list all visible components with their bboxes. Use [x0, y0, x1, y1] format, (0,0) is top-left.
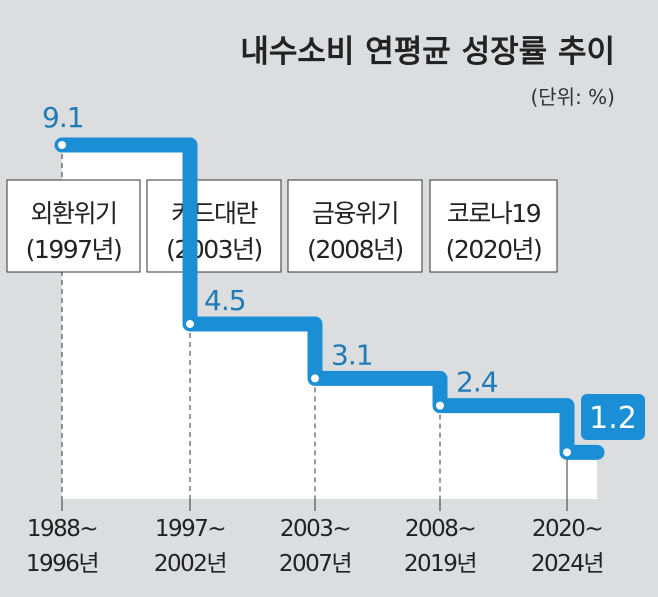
x-tick-label: 1988~: [27, 516, 97, 542]
event-name: 외환위기: [30, 199, 116, 228]
event-year: (2008년): [307, 235, 403, 264]
value-label: 2.4: [456, 366, 498, 399]
event-name: 코로나19: [447, 199, 541, 228]
x-tick-label: 2019년: [404, 551, 476, 577]
data-point: [56, 139, 68, 152]
event-box: [6, 179, 141, 273]
data-point: [184, 317, 196, 330]
event-year: (2003년): [166, 235, 262, 264]
x-tick-label: 2007년: [279, 551, 351, 577]
event-box: [429, 179, 558, 273]
x-tick-label: 2020~: [532, 516, 602, 542]
x-tick-label: 2003~: [280, 516, 350, 542]
step-line: [54, 137, 605, 460]
x-tick-label: 2024년: [531, 551, 603, 577]
x-tick-label: 2008~: [405, 516, 475, 542]
event-box: [287, 179, 423, 273]
x-tick-label: 1997~: [155, 516, 225, 542]
event-name: 금융위기: [312, 199, 398, 228]
event-box: [146, 179, 282, 273]
x-tick-label: 2002년: [154, 551, 226, 577]
event-year: (1997년): [26, 235, 122, 264]
value-label: 1.2: [589, 401, 637, 436]
chart-title: 내수소비 연평균 성장률 추이: [240, 34, 615, 70]
value-badge: [581, 394, 645, 440]
value-label: 4.5: [204, 284, 246, 317]
data-point: [434, 399, 446, 412]
x-tick-label: 1996년: [26, 551, 98, 577]
data-point: [561, 446, 573, 459]
value-label: 9.1: [42, 101, 84, 134]
data-point: [309, 372, 321, 385]
event-year: (2020년): [446, 235, 542, 264]
unit-label: (단위: %): [530, 85, 615, 109]
value-label: 3.1: [331, 338, 373, 371]
